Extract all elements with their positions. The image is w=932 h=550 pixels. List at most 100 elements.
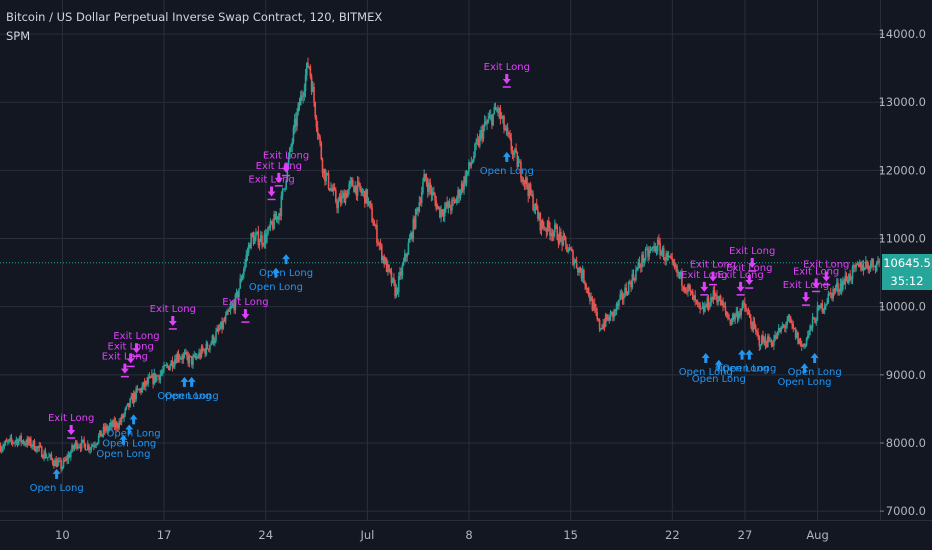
candle-body <box>562 235 565 246</box>
candle-body <box>826 302 828 305</box>
candle-body <box>508 132 510 135</box>
candle-body <box>36 446 38 452</box>
candle-body <box>526 177 528 188</box>
candle-body <box>515 149 517 153</box>
candle-body <box>262 244 265 246</box>
time-tick-label: 24 <box>258 528 273 542</box>
candle-body <box>643 259 646 263</box>
candle-body <box>60 460 62 469</box>
candle-body <box>578 267 580 273</box>
candle-body <box>319 136 321 144</box>
candle-body <box>689 288 692 291</box>
time-tick-label: 17 <box>157 528 172 542</box>
candle-body <box>86 444 89 450</box>
candle-body <box>671 257 674 260</box>
exit-long-label: Exit Long <box>681 270 727 281</box>
candle-body <box>765 345 768 347</box>
candle-body <box>155 375 158 381</box>
open-long-label: Open Long <box>679 367 733 378</box>
candle-body <box>298 103 301 106</box>
candle-body <box>690 290 693 292</box>
candle-body <box>584 282 586 286</box>
candle-body <box>138 388 141 391</box>
candle-body <box>439 207 441 218</box>
candle-body <box>21 440 24 443</box>
exit-long-arrow-icon <box>748 258 757 269</box>
candle-body <box>827 293 830 303</box>
candle-body <box>406 254 409 257</box>
bar-countdown-tag: 35:12 <box>882 271 932 290</box>
candle-body <box>281 189 284 196</box>
chart-grid <box>0 0 880 520</box>
candle-body <box>746 311 749 313</box>
candle-body <box>541 220 544 227</box>
candle-body <box>786 321 788 325</box>
candle-body <box>222 320 225 329</box>
candle-body <box>627 282 630 295</box>
exit-long-arrow-icon <box>267 186 276 197</box>
candle-body <box>160 372 163 375</box>
last-price-tag: 10645.5 <box>882 253 932 272</box>
candle-body <box>72 445 75 449</box>
study-label[interactable]: SPM <box>6 29 31 43</box>
candle-body <box>723 306 726 308</box>
candle-body <box>276 216 279 220</box>
symbol-title[interactable]: Bitcoin / US Dollar Perpetual Inverse Sw… <box>6 10 383 24</box>
candle-body <box>272 223 274 229</box>
candle-body <box>601 328 603 330</box>
candle-body <box>251 233 254 237</box>
candle-body <box>154 373 157 381</box>
price-axis[interactable]: 7000.0 8000.0 9000.0 10000.0 11000.0 12000.0 1… <box>878 0 926 520</box>
candle-body <box>475 142 477 144</box>
candle-body <box>788 315 791 319</box>
candle-body <box>800 344 803 346</box>
candle-body <box>186 352 188 356</box>
candle-body <box>647 248 649 257</box>
candle-body <box>27 438 30 443</box>
candle-body <box>730 320 733 325</box>
exit-long-label: Exit Long <box>803 260 849 271</box>
candle-body <box>177 353 180 359</box>
candle-body <box>360 189 363 193</box>
candle-body <box>878 260 880 262</box>
candle-body <box>799 338 802 346</box>
candle-body <box>34 450 37 452</box>
candle-body <box>564 237 567 244</box>
exit-long-label: Exit Long <box>717 270 763 281</box>
price-tick-label: 7000.0 <box>886 504 926 518</box>
candle-body <box>399 271 401 276</box>
candle-body <box>514 149 516 153</box>
candle-body <box>649 249 652 252</box>
candle-body <box>696 301 699 303</box>
candle-body <box>866 261 868 265</box>
candle-body <box>815 320 818 323</box>
time-axis[interactable]: 10 17 24 Jul 8 15 22 27 Aug <box>0 520 932 543</box>
candle-body <box>228 309 231 312</box>
candle-body <box>852 265 855 267</box>
candle-body <box>791 322 793 325</box>
candle-body <box>579 267 582 273</box>
candle-body <box>417 208 419 212</box>
candle-body <box>557 239 560 244</box>
candle-body <box>63 460 66 462</box>
candle-body <box>361 192 364 194</box>
candle-body <box>125 405 128 409</box>
candle-body <box>40 446 43 458</box>
candle-body <box>854 265 856 268</box>
candle-body <box>99 430 101 436</box>
candle-body <box>517 162 520 168</box>
candle-body <box>532 194 534 210</box>
candle-body <box>539 213 542 231</box>
candle-body <box>804 343 807 346</box>
time-tick-label: 22 <box>665 528 680 542</box>
candle-body <box>780 327 782 332</box>
candle-body <box>862 264 865 271</box>
time-tick-label: 27 <box>738 528 753 542</box>
candle-body <box>151 374 153 378</box>
candle-body <box>20 435 22 443</box>
candle-body <box>423 173 425 182</box>
candle-body <box>465 173 468 184</box>
candle-body <box>78 446 81 448</box>
candle-body <box>213 340 216 344</box>
